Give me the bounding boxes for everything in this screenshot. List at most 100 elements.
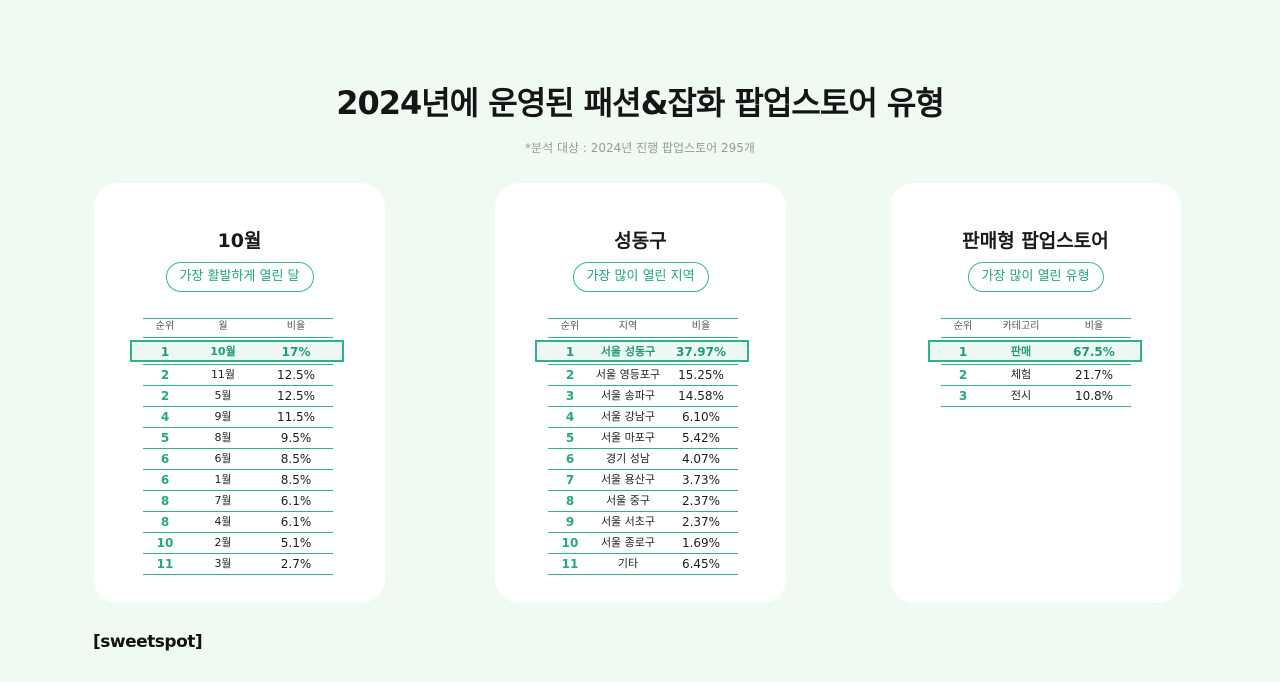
row-name: 전시	[1010, 389, 1032, 402]
row-name: 서울 송파구	[600, 389, 656, 402]
card-type: 판매형 팝업스토어 가장 많이 열린 유형 순위 카테고리 비율 1 판매 67…	[890, 183, 1181, 603]
row-name: 9월	[214, 410, 232, 423]
row-name: 서울 서초구	[600, 515, 656, 528]
row-rank: 1	[565, 345, 575, 359]
row-rank: 1	[160, 345, 170, 359]
table-header: 순위 지역 비율	[548, 318, 738, 338]
row-name: 8월	[214, 431, 232, 444]
row-name: 서울 중구	[606, 494, 650, 507]
table-row: 2 서울 영등포구 15.25%	[548, 364, 738, 386]
row-rank: 7	[565, 473, 575, 487]
card-region: 성동구 가장 많이 열린 지역 순위 지역 비율 1 서울 성동구 37.97%…	[495, 183, 786, 603]
row-name: 6월	[214, 452, 232, 465]
card-title: 10월	[217, 230, 262, 252]
row-rank: 2	[160, 368, 170, 382]
row-name: 11월	[210, 368, 236, 381]
card-pill: 가장 많이 열린 지역	[572, 262, 709, 292]
row-ratio: 5.42%	[681, 431, 721, 445]
header-ratio: 비율	[1084, 321, 1104, 332]
header-name: 월	[218, 321, 228, 332]
header-name: 지역	[618, 321, 638, 332]
row-rank: 10	[561, 536, 579, 550]
table-row: 6 6월 8.5%	[143, 449, 333, 470]
card-month: 10월 가장 활발하게 열린 달 순위 월 비율 1 10월 17% 2 11월 1…	[94, 183, 385, 603]
table-row: 6 경기 성남 4.07%	[548, 449, 738, 470]
row-name: 경기 성남	[606, 452, 650, 465]
row-name: 5월	[214, 389, 232, 402]
table-row: 2 5월 12.5%	[143, 386, 333, 407]
highlight-box	[928, 340, 1142, 362]
row-ratio: 6.10%	[681, 410, 721, 424]
row-rank: 9	[565, 515, 575, 529]
table-row: 8 7월 6.1%	[143, 491, 333, 512]
row-ratio: 11.5%	[276, 410, 316, 424]
table-row: 2 11월 12.5%	[143, 364, 333, 386]
row-rank: 2	[565, 368, 575, 382]
row-ratio: 6.45%	[681, 557, 721, 571]
table-row-highlight: 1 10월 17%	[130, 338, 344, 364]
row-name: 3월	[214, 557, 232, 570]
card-title: 판매형 팝업스토어	[962, 230, 1109, 252]
table-row: 11 기타 6.45%	[548, 554, 738, 575]
table-row: 8 4월 6.1%	[143, 512, 333, 533]
header-rank: 순위	[155, 321, 175, 332]
ranking-table: 순위 월 비율 1 10월 17% 2 11월 12.5% 2 5월 12.5% 4 9월…	[130, 318, 344, 575]
row-rank: 4	[565, 410, 575, 424]
row-ratio: 17%	[281, 345, 311, 359]
row-ratio: 6.1%	[280, 494, 312, 508]
row-ratio: 12.5%	[276, 389, 316, 403]
row-name: 체험	[1010, 368, 1032, 381]
row-ratio: 5.1%	[280, 536, 312, 550]
row-rank: 5	[160, 431, 170, 445]
row-rank: 8	[160, 494, 170, 508]
card-title: 성동구	[614, 230, 667, 252]
row-rank: 5	[565, 431, 575, 445]
row-ratio: 1.69%	[681, 536, 721, 550]
row-rank: 11	[561, 557, 579, 571]
table-row: 9 서울 서초구 2.37%	[548, 512, 738, 533]
row-rank: 4	[160, 410, 170, 424]
sweetspot-logo: [sweetspot]	[93, 632, 203, 652]
row-rank: 3	[565, 389, 575, 403]
card-pill: 가장 많이 열린 유형	[967, 262, 1104, 292]
table-row: 10 서울 종로구 1.69%	[548, 533, 738, 554]
table-row: 6 1월 8.5%	[143, 470, 333, 491]
row-rank: 6	[160, 452, 170, 466]
table-row: 2 체험 21.7%	[941, 364, 1131, 386]
row-name: 서울 용산구	[600, 473, 656, 486]
row-name: 7월	[214, 494, 232, 507]
row-rank: 1	[958, 345, 968, 359]
table-row: 8 서울 중구 2.37%	[548, 491, 738, 512]
row-ratio: 12.5%	[276, 368, 316, 382]
row-ratio: 8.5%	[280, 473, 312, 487]
row-name: 서울 강남구	[600, 410, 656, 423]
header-rank: 순위	[560, 321, 580, 332]
row-name: 서울 종로구	[600, 536, 656, 549]
ranking-table: 순위 지역 비율 1 서울 성동구 37.97% 2 서울 영등포구 15.25% …	[535, 318, 749, 575]
card-pill: 가장 활발하게 열린 달	[165, 262, 314, 292]
row-name: 서울 마포구	[600, 431, 656, 444]
row-rank: 2	[160, 389, 170, 403]
table-row: 11 3월 2.7%	[143, 554, 333, 575]
row-name: 서울 성동구	[600, 345, 656, 358]
row-rank: 8	[160, 515, 170, 529]
table-row: 5 8월 9.5%	[143, 428, 333, 449]
row-ratio: 15.25%	[678, 368, 724, 382]
row-ratio: 2.7%	[280, 557, 312, 571]
highlight-box	[535, 340, 749, 362]
row-name: 판매	[1010, 345, 1032, 358]
table-row: 7 서울 용산구 3.73%	[548, 470, 738, 491]
header-rank: 순위	[953, 321, 973, 332]
row-ratio: 21.7%	[1074, 368, 1114, 382]
table-row: 3 서울 송파구 14.58%	[548, 386, 738, 407]
row-ratio: 4.07%	[681, 452, 721, 466]
table-row: 4 9월 11.5%	[143, 407, 333, 428]
row-name: 서울 영등포구	[595, 368, 661, 381]
table-row-highlight: 1 판매 67.5%	[928, 338, 1142, 364]
page-subtitle: *분석 대상 : 2024년 진행 팝업스토어 295개	[525, 141, 755, 155]
row-rank: 10	[156, 536, 174, 550]
row-ratio: 8.5%	[280, 452, 312, 466]
row-name: 1월	[214, 473, 232, 486]
table-row: 3 전시 10.8%	[941, 386, 1131, 407]
row-ratio: 10.8%	[1074, 389, 1114, 403]
